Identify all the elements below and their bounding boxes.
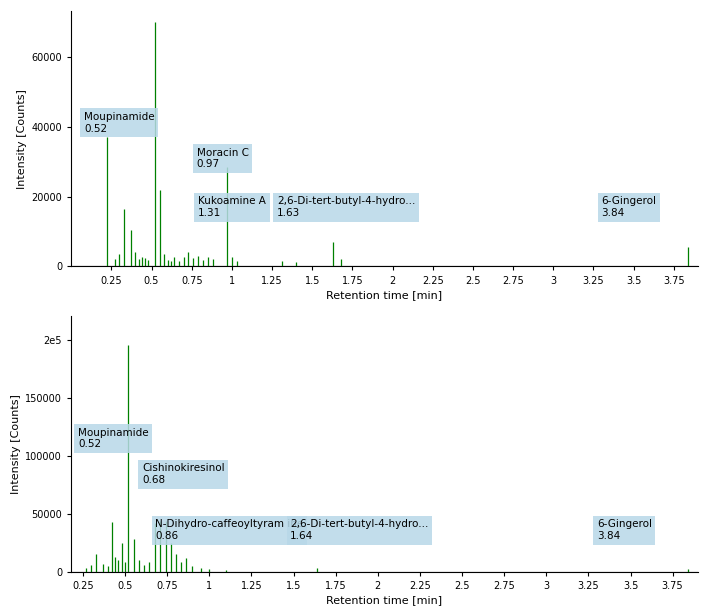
- Text: 2,6-Di-tert-butyl-4-hydro...
1.64: 2,6-Di-tert-butyl-4-hydro... 1.64: [290, 519, 428, 541]
- Y-axis label: Intensity [Counts]: Intensity [Counts]: [17, 89, 27, 188]
- Text: Moupinamide
0.52: Moupinamide 0.52: [84, 112, 155, 134]
- Text: 6-Gingerol
3.84: 6-Gingerol 3.84: [597, 519, 652, 541]
- X-axis label: Retention time [min]: Retention time [min]: [326, 290, 442, 299]
- Text: Moupinamide
0.52: Moupinamide 0.52: [78, 428, 149, 449]
- Text: Cishinokiresinol
0.68: Cishinokiresinol 0.68: [142, 463, 225, 485]
- Text: Kukoamine A
1.31: Kukoamine A 1.31: [198, 197, 266, 218]
- Text: N-Dihydro-caffeoyltyram ine
0.86: N-Dihydro-caffeoyltyram ine 0.86: [155, 519, 303, 541]
- Y-axis label: Intensity [Counts]: Intensity [Counts]: [11, 394, 21, 494]
- Text: Moracin C
0.97: Moracin C 0.97: [196, 148, 249, 169]
- Text: 6-Gingerol
3.84: 6-Gingerol 3.84: [601, 197, 657, 218]
- X-axis label: Retention time [min]: Retention time [min]: [326, 595, 442, 605]
- Text: 2,6-Di-tert-butyl-4-hydro...
1.63: 2,6-Di-tert-butyl-4-hydro... 1.63: [277, 197, 415, 218]
